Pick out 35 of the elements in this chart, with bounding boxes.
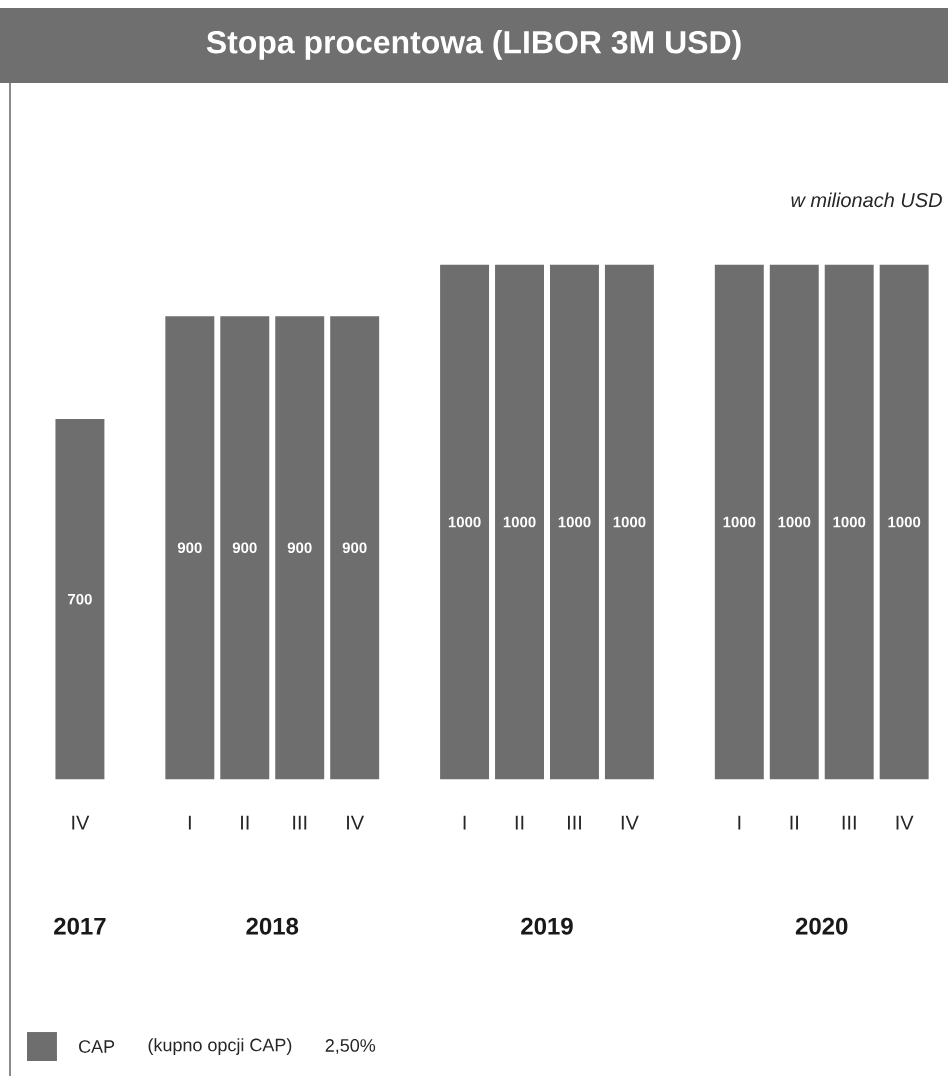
text: 2,50% [325, 1039, 376, 1054]
chart-subtitle: w milionach USD [791, 192, 942, 208]
x-tick-label: I [188, 815, 191, 830]
text: 2017 [54, 917, 106, 935]
x-tick-label: IV [347, 815, 364, 830]
data-label: 1000 [448, 516, 481, 528]
text: 2020 [795, 917, 848, 935]
text: 2019 [521, 917, 573, 935]
x-tick-label: IV [896, 815, 914, 830]
legend-label: CAP [78, 1040, 115, 1053]
data-label: 1000 [723, 516, 756, 528]
x-tick-label: II [790, 815, 798, 830]
x-tick-label: III [293, 815, 307, 830]
x-tick-label: I [463, 815, 466, 830]
text: 2018 [246, 917, 299, 935]
data-label: 700 [68, 593, 92, 605]
data-label: 1000 [888, 516, 921, 528]
data-label: 900 [232, 542, 257, 554]
text: (kupno opcji CAP) [148, 1038, 292, 1055]
x-tick-label: III [842, 815, 856, 830]
x-tick-label: IV [72, 815, 90, 830]
x-tick-label: I [738, 815, 741, 830]
x-tick-label: II [241, 815, 249, 830]
data-label: 1000 [503, 516, 536, 528]
data-label: 1000 [833, 516, 866, 528]
data-label: 900 [287, 542, 312, 554]
chart-title: Stopa procentowa (LIBOR 3M USD) [206, 30, 741, 60]
data-label: 1000 [558, 516, 591, 528]
data-label: 1000 [778, 516, 811, 528]
x-tick-label: II [515, 815, 524, 830]
data-label: 900 [177, 542, 202, 554]
x-tick-label: III [567, 815, 581, 830]
x-tick-label: IV [621, 815, 639, 830]
data-label: 1000 [613, 516, 646, 528]
data-label: 900 [342, 542, 367, 554]
